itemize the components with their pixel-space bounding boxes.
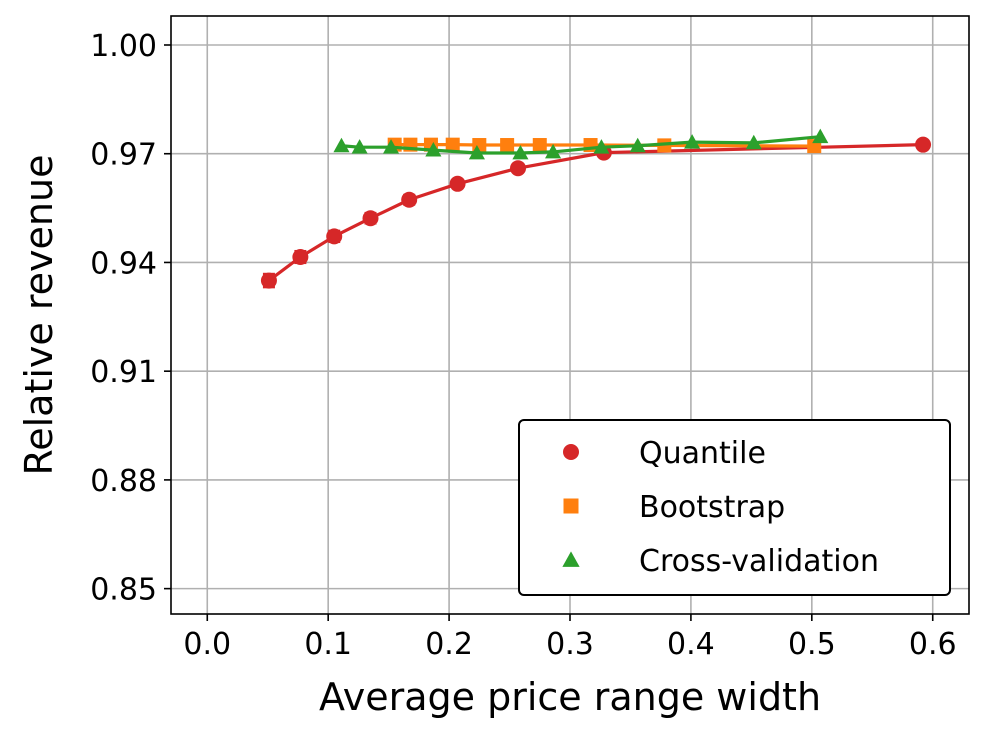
legend-marker-cross-validation (562, 551, 580, 567)
data-point (445, 137, 460, 152)
y-tick-label: 0.97 (90, 138, 157, 173)
data-point (532, 138, 547, 153)
series-line (341, 135, 821, 155)
legend-label-quantile: Quantile (639, 436, 766, 471)
ticks: 0.0 0.1 0.2 0.3 0.4 0.5 0.6 0.85 0.88 0.91 0.94 0.9… (90, 29, 956, 662)
data-point (745, 134, 762, 150)
data-point (512, 144, 529, 160)
x-tick-label: 0.0 (183, 627, 231, 662)
data-point (510, 160, 527, 177)
y-tick-label: 0.94 (90, 246, 157, 281)
data-point (333, 137, 350, 153)
y-tick-label: 1.00 (90, 29, 157, 64)
data-point (500, 138, 515, 153)
data-point (401, 191, 418, 208)
y-tick-label: 0.85 (90, 573, 157, 608)
data-point (812, 128, 829, 144)
legend-box (518, 419, 951, 596)
x-axis-title: Average price range width (319, 675, 821, 719)
x-tick-label: 0.1 (304, 627, 352, 662)
y-tick-label: 0.91 (90, 355, 157, 390)
x-tick-label: 0.4 (667, 627, 715, 662)
data-point (351, 139, 368, 154)
data-point (545, 143, 562, 159)
data-point (629, 137, 646, 153)
legend-marker-bootstrap (563, 498, 579, 514)
data-point (468, 144, 485, 160)
legend-marker-quantile (563, 444, 579, 460)
y-axis-title: Relative revenue (17, 155, 61, 476)
y-tick-label: 0.88 (90, 464, 157, 499)
series-cross-validation (333, 128, 829, 160)
data-point (326, 228, 343, 245)
legend-label-bootstrap: Bootstrap (639, 490, 785, 525)
series-layer (260, 128, 932, 289)
x-tick-label: 0.3 (546, 627, 594, 662)
data-point (684, 134, 701, 149)
x-tick-label: 0.6 (909, 627, 957, 662)
data-point (292, 249, 309, 266)
data-point (915, 136, 932, 153)
data-point (425, 142, 442, 157)
data-point (362, 210, 379, 227)
data-point (383, 139, 400, 154)
x-tick-label: 0.2 (425, 627, 473, 662)
data-point (593, 139, 610, 154)
data-point (449, 175, 466, 192)
legend: Quantile Bootstrap Cross-validation (518, 419, 951, 596)
x-tick-label: 0.5 (788, 627, 836, 662)
data-point (260, 272, 277, 289)
series-quantile (260, 136, 932, 289)
legend-label-cross-validation: Cross-validation (639, 544, 879, 579)
